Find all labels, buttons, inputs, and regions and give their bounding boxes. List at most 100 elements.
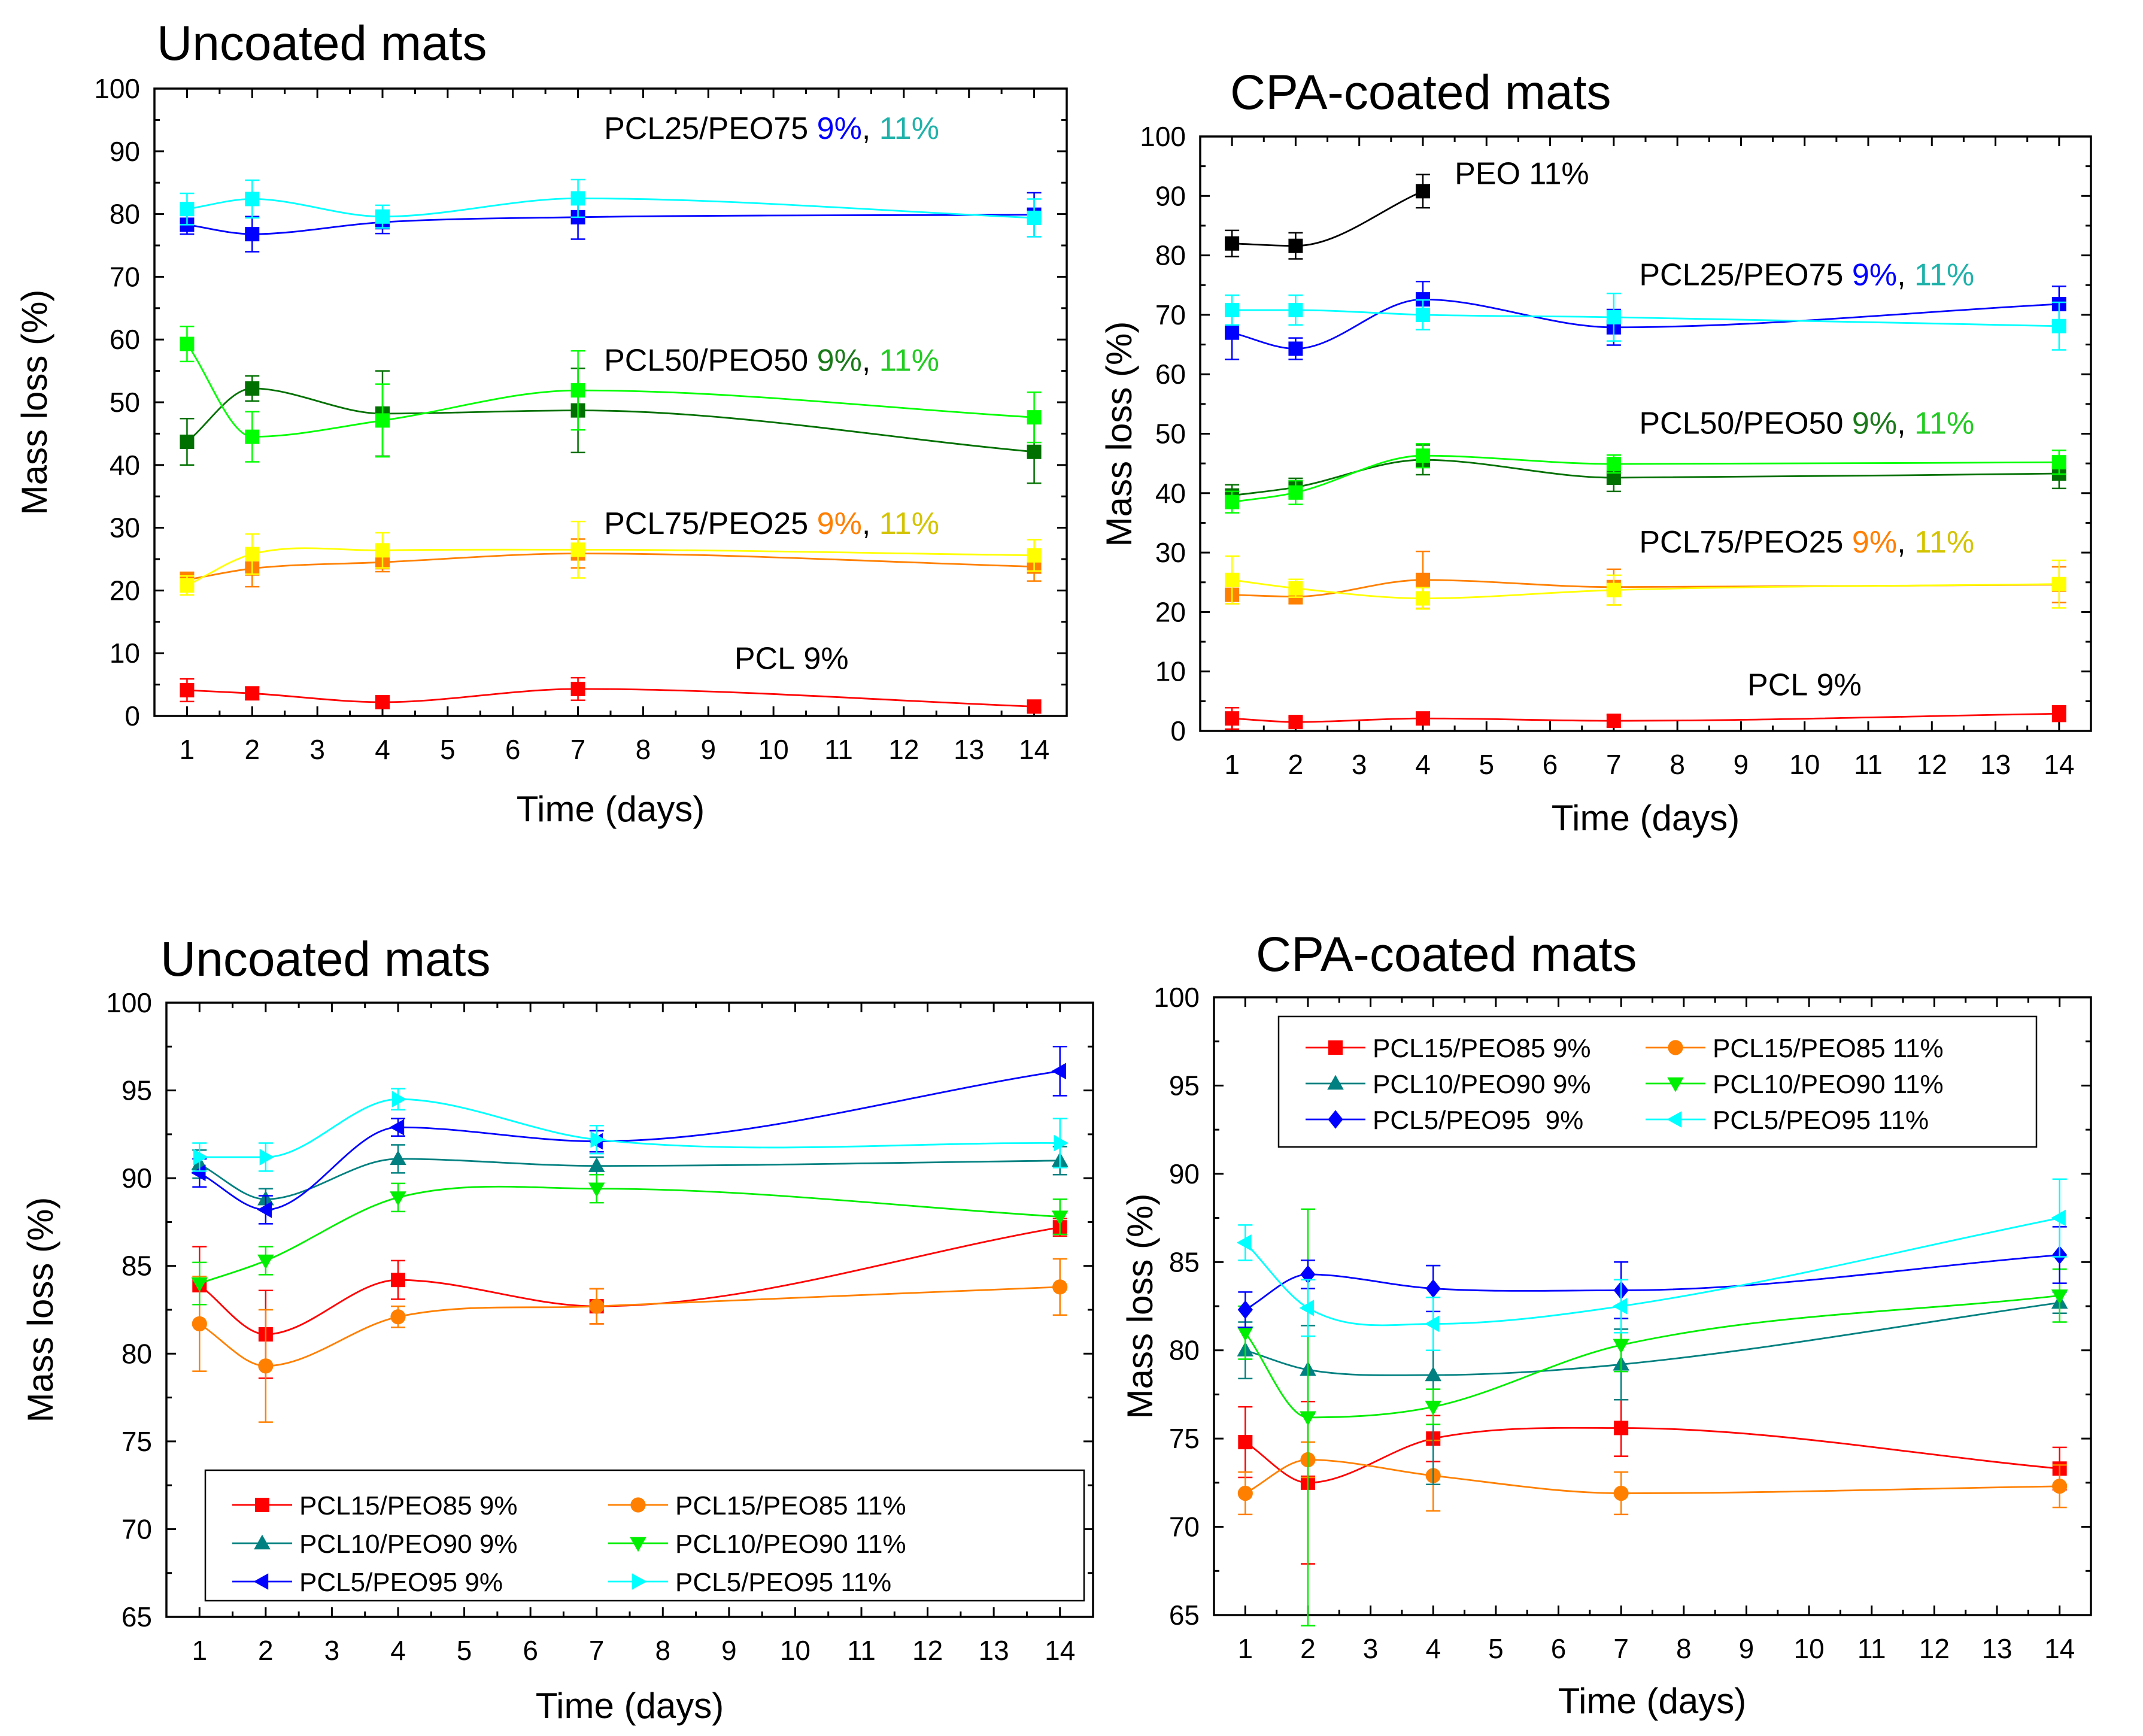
- x-tick-label: 7: [589, 1635, 605, 1666]
- x-tick-label: 12: [888, 734, 919, 765]
- y-tick-label: 10: [1155, 656, 1186, 687]
- data-point: [180, 336, 195, 351]
- chart-title: CPA-coated mats: [1256, 927, 1637, 982]
- data-point: [1300, 1411, 1316, 1427]
- series-pcl25-peo75-11-: [1225, 292, 2066, 351]
- legend-marker: [253, 1573, 269, 1590]
- x-tick-label: 3: [309, 734, 325, 765]
- data-point: [391, 1091, 407, 1108]
- data-point: [1614, 1421, 1629, 1435]
- data-point: [590, 1131, 606, 1148]
- legend: PCL15/PEO85 9% PCL15/PEO85 11% PCL10/PEO90…: [1277, 1015, 2038, 1148]
- data-point: [1612, 1298, 1628, 1315]
- annotation-part: 9%: [1852, 525, 1897, 560]
- series-line: [1244, 1217, 2060, 1327]
- data-point: [1237, 1327, 1254, 1342]
- series-line: [186, 387, 1034, 453]
- series-annotation: PCL75/PEO25 9%, 11%: [604, 506, 939, 541]
- data-point: [1238, 1435, 1253, 1450]
- chart-title: Uncoated mats: [160, 932, 491, 987]
- series-pcl25-peo75-11-: [180, 178, 1042, 238]
- x-tick-label: 14: [2044, 749, 2074, 780]
- series-annotation: PCL25/PEO75 9%, 11%: [1639, 257, 1974, 292]
- data-point: [180, 202, 195, 217]
- series-annotation: PCL75/PEO25 9%, 11%: [1639, 525, 1974, 560]
- legend-label: PCL15/PEO85 11%: [675, 1491, 906, 1520]
- x-tick-label: 5: [1488, 1633, 1504, 1664]
- legend-marker: [255, 1498, 269, 1512]
- data-point: [570, 191, 585, 206]
- data-point: [375, 209, 390, 224]
- x-tick-label: 1: [1224, 749, 1240, 780]
- x-tick-label: 8: [1670, 749, 1685, 780]
- data-point: [1424, 1315, 1440, 1333]
- x-tick-label: 12: [1917, 749, 1947, 780]
- x-tick-label: 11: [824, 734, 853, 765]
- y-tick-label: 100: [1154, 982, 1200, 1013]
- legend-label: PCL15/PEO85 9%: [1373, 1034, 1590, 1063]
- data-point: [1425, 1400, 1442, 1416]
- y-tick-label: 80: [122, 1338, 152, 1369]
- y-tick-label: 100: [1140, 121, 1186, 152]
- data-point: [391, 1273, 405, 1288]
- x-axis-label: Time (days): [517, 789, 705, 829]
- x-tick-label: 9: [700, 734, 716, 765]
- x-tick-label: 11: [1857, 1633, 1886, 1664]
- y-tick-label: 70: [122, 1513, 152, 1544]
- y-axis-label: Mass loss (%): [20, 1197, 60, 1423]
- annotation-part: 11%: [879, 111, 939, 146]
- x-tick-label: 1: [192, 1635, 207, 1666]
- x-tick-label: 6: [1551, 1633, 1567, 1664]
- x-tick-label: 13: [954, 734, 984, 765]
- x-tick-label: 5: [1479, 749, 1494, 780]
- data-point: [1606, 582, 1621, 597]
- series-line: [1232, 190, 1423, 247]
- data-point: [1051, 1063, 1066, 1080]
- annotation-part: PCL50/PEO50: [1639, 406, 1852, 441]
- series-pcl5-peo95-11-: [1236, 1178, 2067, 1351]
- annotation-part: 11%: [1914, 406, 1974, 441]
- y-tick-label: 20: [1155, 596, 1186, 627]
- y-tick-label: 50: [1155, 418, 1186, 450]
- x-tick-label: 10: [758, 734, 789, 765]
- data-point: [1299, 1300, 1315, 1316]
- series-annotation: PCL 9%: [734, 641, 849, 676]
- data-point: [180, 683, 195, 698]
- data-point: [1288, 715, 1303, 730]
- series-line: [199, 1185, 1060, 1285]
- series-line: [199, 1158, 1060, 1200]
- series-annotation: PEO 11%: [1455, 156, 1589, 191]
- series-line: [186, 343, 1034, 438]
- series-line: [1231, 454, 2059, 503]
- series-annotation: PCL25/PEO75 9%, 11%: [604, 111, 939, 146]
- data-point: [570, 383, 585, 398]
- data-point: [245, 192, 260, 207]
- x-tick-label: 1: [1238, 1633, 1253, 1664]
- annotation-part: PCL 9%: [1747, 667, 1862, 702]
- data-point: [2051, 576, 2066, 591]
- x-tick-label: 14: [1045, 1635, 1075, 1666]
- data-point: [375, 413, 390, 428]
- data-point: [245, 547, 260, 562]
- legend-marker: [1328, 1040, 1343, 1055]
- x-tick-label: 8: [636, 734, 651, 765]
- data-point: [1225, 236, 1240, 251]
- series-pcl5-peo95-9-: [1237, 1226, 2068, 1328]
- data-point: [1225, 325, 1240, 340]
- series-peo-11-: [1225, 174, 1430, 260]
- data-point: [245, 381, 260, 396]
- series-pcl75-peo25-11-: [180, 520, 1042, 596]
- data-point: [390, 1191, 406, 1206]
- data-point: [588, 1157, 605, 1172]
- data-point: [1416, 184, 1430, 199]
- y-tick-label: 0: [1170, 715, 1186, 746]
- annotation-part: 9%: [817, 506, 862, 541]
- data-point: [190, 1164, 206, 1182]
- data-point: [1606, 309, 1621, 324]
- series-annotation: PCL50/PEO50 9%, 11%: [1639, 406, 1974, 441]
- x-tick-label: 4: [1425, 1633, 1441, 1664]
- y-tick-label: 95: [1169, 1070, 1200, 1101]
- annotation-part: 11%: [1914, 257, 1974, 292]
- series-annotation: PCL50/PEO50 9%, 11%: [604, 344, 939, 378]
